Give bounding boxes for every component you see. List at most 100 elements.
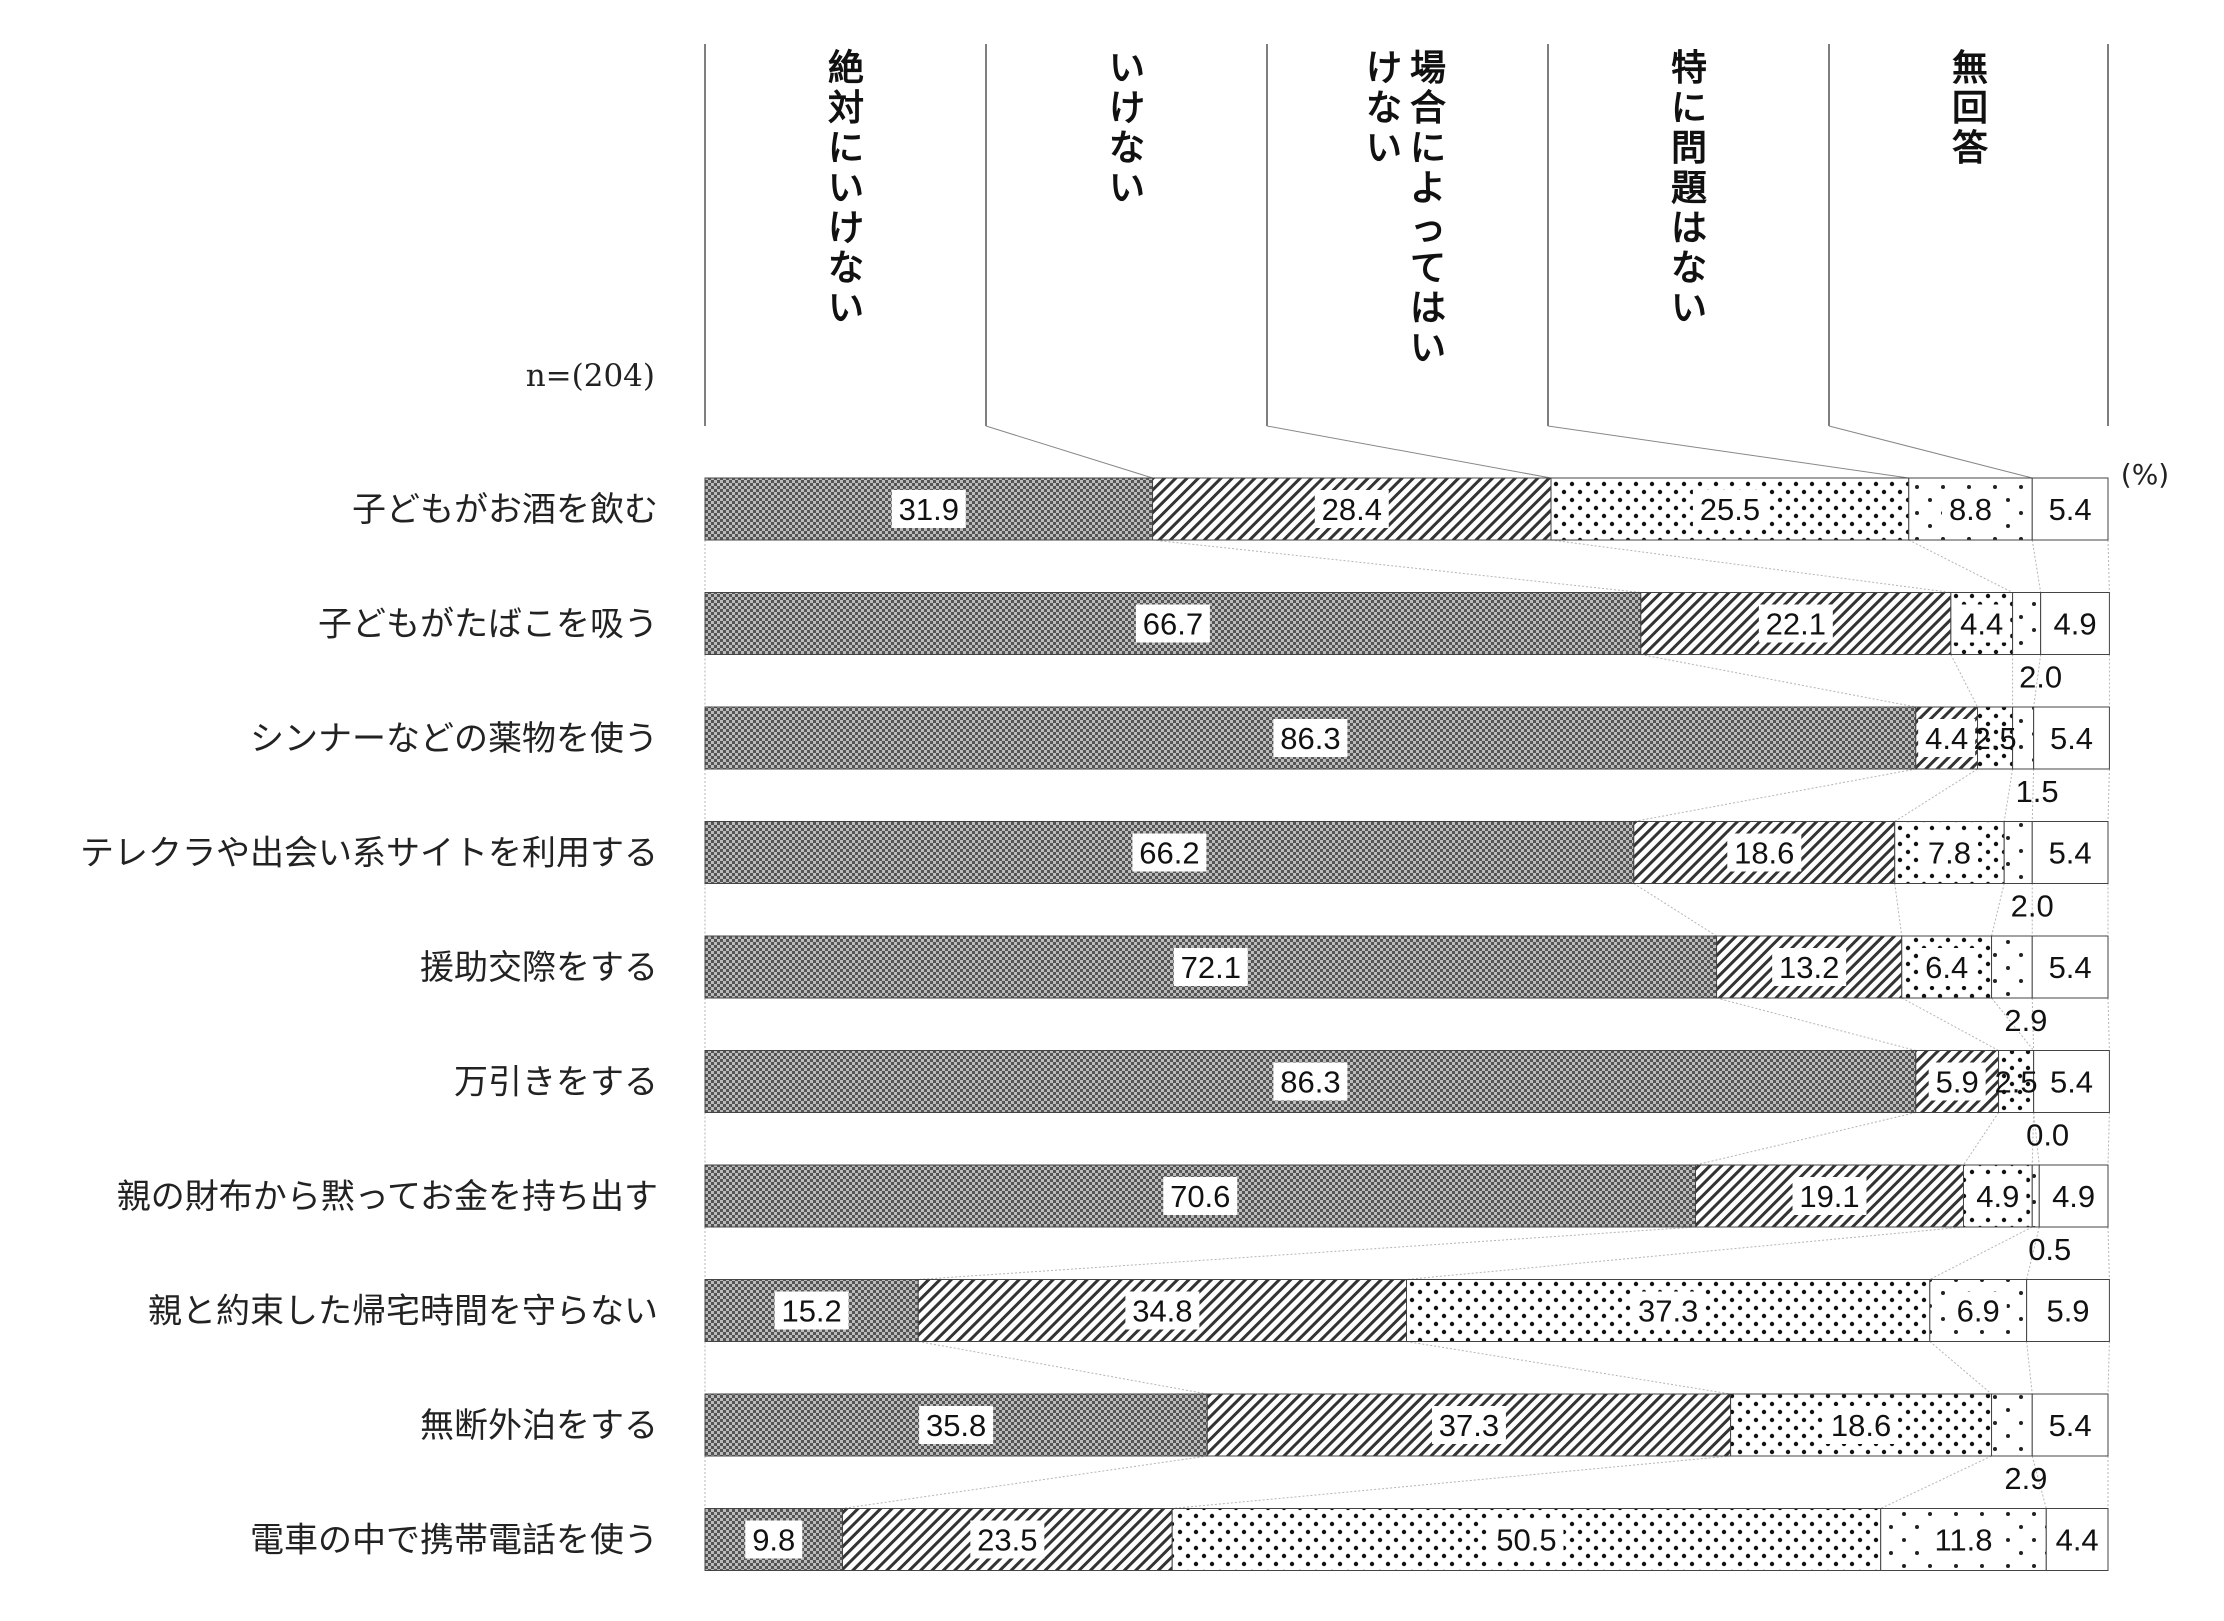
connector-line bbox=[1894, 883, 1903, 937]
value-label-bg bbox=[1692, 490, 1767, 528]
value-label: 34.8 bbox=[1132, 1294, 1192, 1329]
value-label-group: 66.7 bbox=[1135, 604, 1210, 643]
legend-label-2-cont: けない bbox=[1366, 48, 1402, 169]
value-label-group: 5.9 bbox=[1928, 1062, 1986, 1101]
category-label: テレクラや出会い系サイトを利用する bbox=[80, 834, 658, 874]
value-label-group: 5.4 bbox=[2050, 721, 2093, 756]
value-label: 4.9 bbox=[2053, 607, 2096, 642]
category-label: 子どもがたばこを吸う bbox=[318, 605, 658, 645]
bar-segment bbox=[2012, 592, 2042, 655]
value-label: 0.5 bbox=[2028, 1232, 2071, 1267]
value-label-bg bbox=[1135, 604, 1210, 643]
bar-segment bbox=[2040, 592, 2110, 655]
value-label: 13.2 bbox=[1779, 950, 1839, 985]
connector-line bbox=[1894, 768, 1978, 822]
value-label: 5.4 bbox=[2049, 836, 2092, 871]
connector-line bbox=[1152, 539, 1641, 593]
category-label: 子どもがお酒を飲む bbox=[352, 490, 658, 530]
connector-line bbox=[2031, 1112, 2035, 1166]
connector-line bbox=[2031, 768, 2035, 822]
bar-segment bbox=[2038, 1164, 2109, 1228]
bar-segment bbox=[2031, 1393, 2109, 1457]
value-label-group: 5.4 bbox=[2049, 1408, 2092, 1443]
bar-segment bbox=[2033, 706, 2110, 770]
connector-line bbox=[2026, 1226, 2040, 1280]
value-label-bg bbox=[1949, 1291, 2007, 1330]
value-label-bg bbox=[1273, 1062, 1348, 1101]
value-label-bg bbox=[1918, 719, 1976, 757]
legend-label-0: 絶対にいけない bbox=[828, 47, 864, 329]
value-label: 4.4 bbox=[1925, 721, 1968, 756]
value-label: 4.9 bbox=[1976, 1179, 2019, 1214]
connector-line bbox=[2107, 1226, 2110, 1280]
value-label-group: 5.4 bbox=[2049, 950, 2092, 985]
legend-label-1: いけない bbox=[1109, 48, 1145, 209]
value-label: 5.4 bbox=[2050, 721, 2093, 756]
value-label: 5.9 bbox=[1936, 1065, 1979, 1100]
value-label-group: 4.4 bbox=[1953, 604, 2011, 643]
connector-line bbox=[2107, 1112, 2110, 1166]
bar-segment bbox=[2031, 477, 2109, 541]
value-label-group: 4.4 bbox=[1918, 719, 1976, 757]
connector-line bbox=[2003, 768, 2014, 822]
value-label-group: 35.8 bbox=[919, 1406, 994, 1444]
connector-line bbox=[1950, 654, 1978, 708]
value-label: 4.4 bbox=[1960, 607, 2003, 642]
value-label-group: 4.9 bbox=[2052, 1179, 2095, 1214]
value-label-group: 4.9 bbox=[1969, 1177, 2027, 1215]
category-label: 援助交際をする bbox=[420, 948, 658, 988]
value-label-bg bbox=[1792, 1177, 1867, 1215]
connector-line bbox=[2033, 654, 2042, 708]
value-label: 66.2 bbox=[1139, 836, 1199, 871]
value-label-group: 37.3 bbox=[1431, 1406, 1506, 1444]
bar-segment bbox=[2031, 935, 2109, 999]
bar-segment bbox=[2045, 1508, 2109, 1571]
value-label-group: 5.9 bbox=[2046, 1294, 2089, 1329]
legend-label-4: 無回答 bbox=[1952, 48, 1989, 169]
connector-line bbox=[2107, 1341, 2110, 1395]
value-label: 0.0 bbox=[2026, 1118, 2069, 1153]
value-label-bg bbox=[1926, 1520, 2001, 1559]
value-label: 4.4 bbox=[2056, 1523, 2099, 1558]
value-label: 5.9 bbox=[2046, 1294, 2089, 1329]
value-label-bg bbox=[1824, 1406, 1899, 1444]
connector-line bbox=[1633, 768, 1916, 822]
connector-line bbox=[1640, 654, 1916, 708]
sample-size-label: n=(204) bbox=[526, 358, 655, 394]
value-label-group: 28.4 bbox=[1314, 490, 1389, 528]
value-label-group: 8.8 bbox=[1942, 490, 2000, 528]
value-label: 28.4 bbox=[1322, 492, 1382, 527]
connector-line bbox=[2026, 1341, 2033, 1395]
value-label-group: 6.9 bbox=[1949, 1291, 2007, 1330]
value-label-bg bbox=[1942, 490, 2000, 528]
bar-segment bbox=[2026, 1279, 2110, 1342]
value-label-bg bbox=[1489, 1520, 1564, 1559]
bar-segment bbox=[2031, 821, 2109, 884]
connector-line bbox=[1547, 425, 1909, 479]
connector-line bbox=[1266, 425, 1552, 479]
value-label: 37.3 bbox=[1439, 1408, 1499, 1443]
connector-line bbox=[1963, 1112, 1999, 1166]
value-label: 2.5 bbox=[1974, 721, 2017, 756]
value-label: 5.4 bbox=[2049, 1408, 2092, 1443]
value-label-group: 4.9 bbox=[2053, 607, 2096, 642]
connector-line bbox=[1633, 883, 1717, 937]
value-label-bg bbox=[1727, 833, 1802, 872]
value-label-bg bbox=[1953, 604, 2011, 643]
value-label-group: 2.5 bbox=[1995, 1065, 2038, 1100]
bar-segment bbox=[2003, 821, 2033, 884]
value-label-group: 86.3 bbox=[1273, 719, 1348, 757]
category-label: 親の財布から黙ってお金を持ち出す bbox=[117, 1177, 658, 1217]
value-label: 37.3 bbox=[1638, 1294, 1698, 1329]
value-label-group: 1.5 bbox=[2016, 774, 2059, 809]
value-label: 66.7 bbox=[1143, 607, 1203, 642]
value-label-group: 9.8 bbox=[745, 1520, 803, 1559]
value-label-group: 70.6 bbox=[1163, 1177, 1238, 1215]
value-label-group: 15.2 bbox=[774, 1291, 849, 1330]
connector-line bbox=[2033, 1112, 2040, 1166]
connector-line bbox=[1929, 1341, 1992, 1395]
value-label-group: 19.1 bbox=[1792, 1177, 1867, 1215]
value-label: 5.4 bbox=[2050, 1065, 2093, 1100]
connector-line bbox=[1991, 997, 2035, 1051]
value-label: 4.9 bbox=[2052, 1179, 2095, 1214]
